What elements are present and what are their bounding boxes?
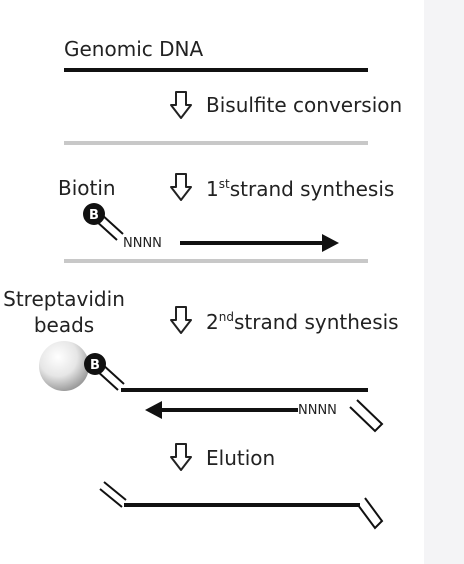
method-diagram: Genomic DNA Bisulfite conversion Biotin … — [3, 37, 402, 530]
biotin-badge-icon — [83, 203, 105, 225]
genomic-dna-label: Genomic DNA — [64, 37, 203, 61]
streptavidin-bead-icon — [39, 341, 89, 391]
step-arrow-icon — [169, 305, 193, 335]
adapter-tail — [349, 399, 384, 433]
first-strand-synthesis-label: 1ststrand synthesis — [206, 177, 394, 201]
step-arrow-icon — [169, 442, 193, 472]
elution-label: Elution — [206, 446, 275, 470]
streptavidin-label-line1: Streptavidin — [3, 287, 125, 311]
diagram-canvas: Genomic DNA Bisulfite conversion Biotin … — [0, 0, 424, 564]
biotin-label: Biotin — [58, 176, 116, 200]
biotin-badge-letter: B — [90, 358, 100, 373]
streptavidin-label-line2: beads — [34, 313, 94, 337]
step-arrow-icon — [169, 172, 193, 202]
step-arrow-icon — [169, 90, 193, 120]
biotin-badge-icon — [84, 353, 106, 375]
random-primer-label: NNNN — [123, 236, 162, 251]
biotin-badge-letter: B — [89, 208, 99, 223]
second-strand-synthesis-label: 2ndstrand synthesis — [206, 310, 399, 334]
eluted-strand-left-tail — [99, 481, 127, 508]
first-strand-arrowhead-icon — [322, 234, 339, 252]
second-strand-arrowhead-icon — [145, 401, 162, 419]
bisulfite-conversion-label: Bisulfite conversion — [206, 93, 402, 117]
random-primer-label: NNNN — [298, 403, 337, 418]
eluted-strand-right-tail — [357, 497, 384, 530]
